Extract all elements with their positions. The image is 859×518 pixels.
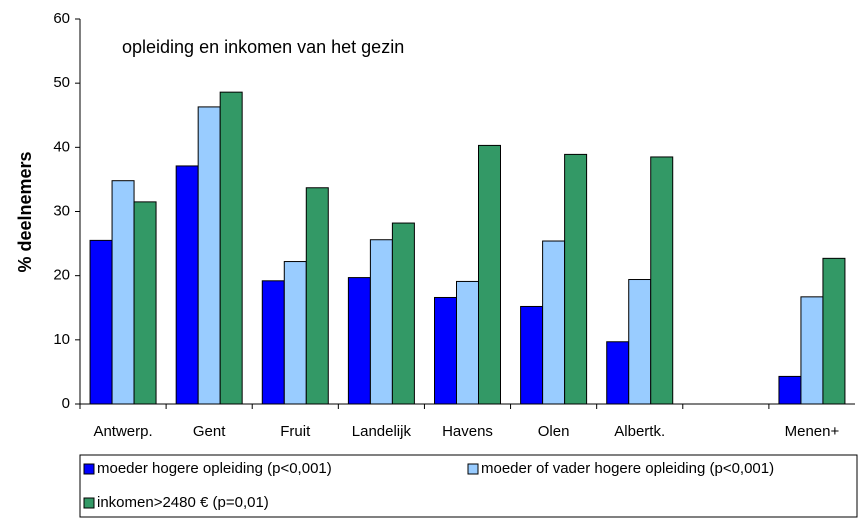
- bar: [391, 222, 415, 405]
- legend-swatch: [83, 497, 95, 509]
- y-tick-label: 10: [53, 331, 70, 348]
- bar: [822, 257, 846, 405]
- legend-label: moeder hogere opleiding (p<0,001): [97, 460, 332, 477]
- bar: [283, 261, 307, 405]
- bar: [219, 91, 243, 405]
- bar: [542, 240, 566, 405]
- bar: [175, 165, 199, 405]
- legend-label: moeder of vader hogere opleiding (p<0,00…: [481, 460, 774, 477]
- bar: [347, 277, 371, 405]
- y-axis-label: % deelnemers: [15, 151, 35, 272]
- bar: [800, 296, 824, 405]
- x-tick-label: Fruit: [280, 423, 311, 440]
- bar: [369, 239, 393, 405]
- legend-label: inkomen>2480 € (p=0,01): [97, 494, 269, 511]
- legend-swatch: [467, 463, 479, 475]
- y-tick-label: 0: [62, 395, 70, 412]
- x-tick-label: Olen: [538, 423, 570, 440]
- y-tick-label: 50: [53, 74, 70, 91]
- legend-box: [79, 454, 858, 518]
- bar: [133, 201, 157, 405]
- y-tick-label: 60: [53, 10, 70, 27]
- bar: [650, 156, 674, 405]
- bar: [628, 279, 652, 405]
- bar: [434, 296, 457, 405]
- x-tick-label: Menen+: [785, 423, 840, 440]
- annotation: opleiding en inkomen van het gezin: [122, 37, 404, 57]
- bar: [305, 187, 329, 405]
- y-tick-label: 30: [53, 202, 70, 219]
- bar: [606, 341, 630, 405]
- x-tick-label: Gent: [193, 423, 226, 440]
- x-tick-label: Havens: [442, 423, 493, 440]
- legend-swatch: [83, 463, 95, 475]
- x-tick-label: Landelijk: [352, 423, 412, 440]
- bar: [478, 144, 501, 405]
- bar: [564, 153, 588, 405]
- bar: [89, 239, 113, 405]
- bar: [111, 180, 135, 405]
- bar: [261, 280, 285, 405]
- x-tick-label: Antwerp.: [93, 423, 152, 440]
- x-tick-label: Albertk.: [614, 423, 665, 440]
- bar: [520, 305, 544, 405]
- bar: [197, 106, 221, 405]
- bar: [456, 280, 479, 405]
- bar: [778, 375, 802, 405]
- y-tick-label: 20: [53, 267, 70, 284]
- y-tick-label: 40: [53, 138, 70, 155]
